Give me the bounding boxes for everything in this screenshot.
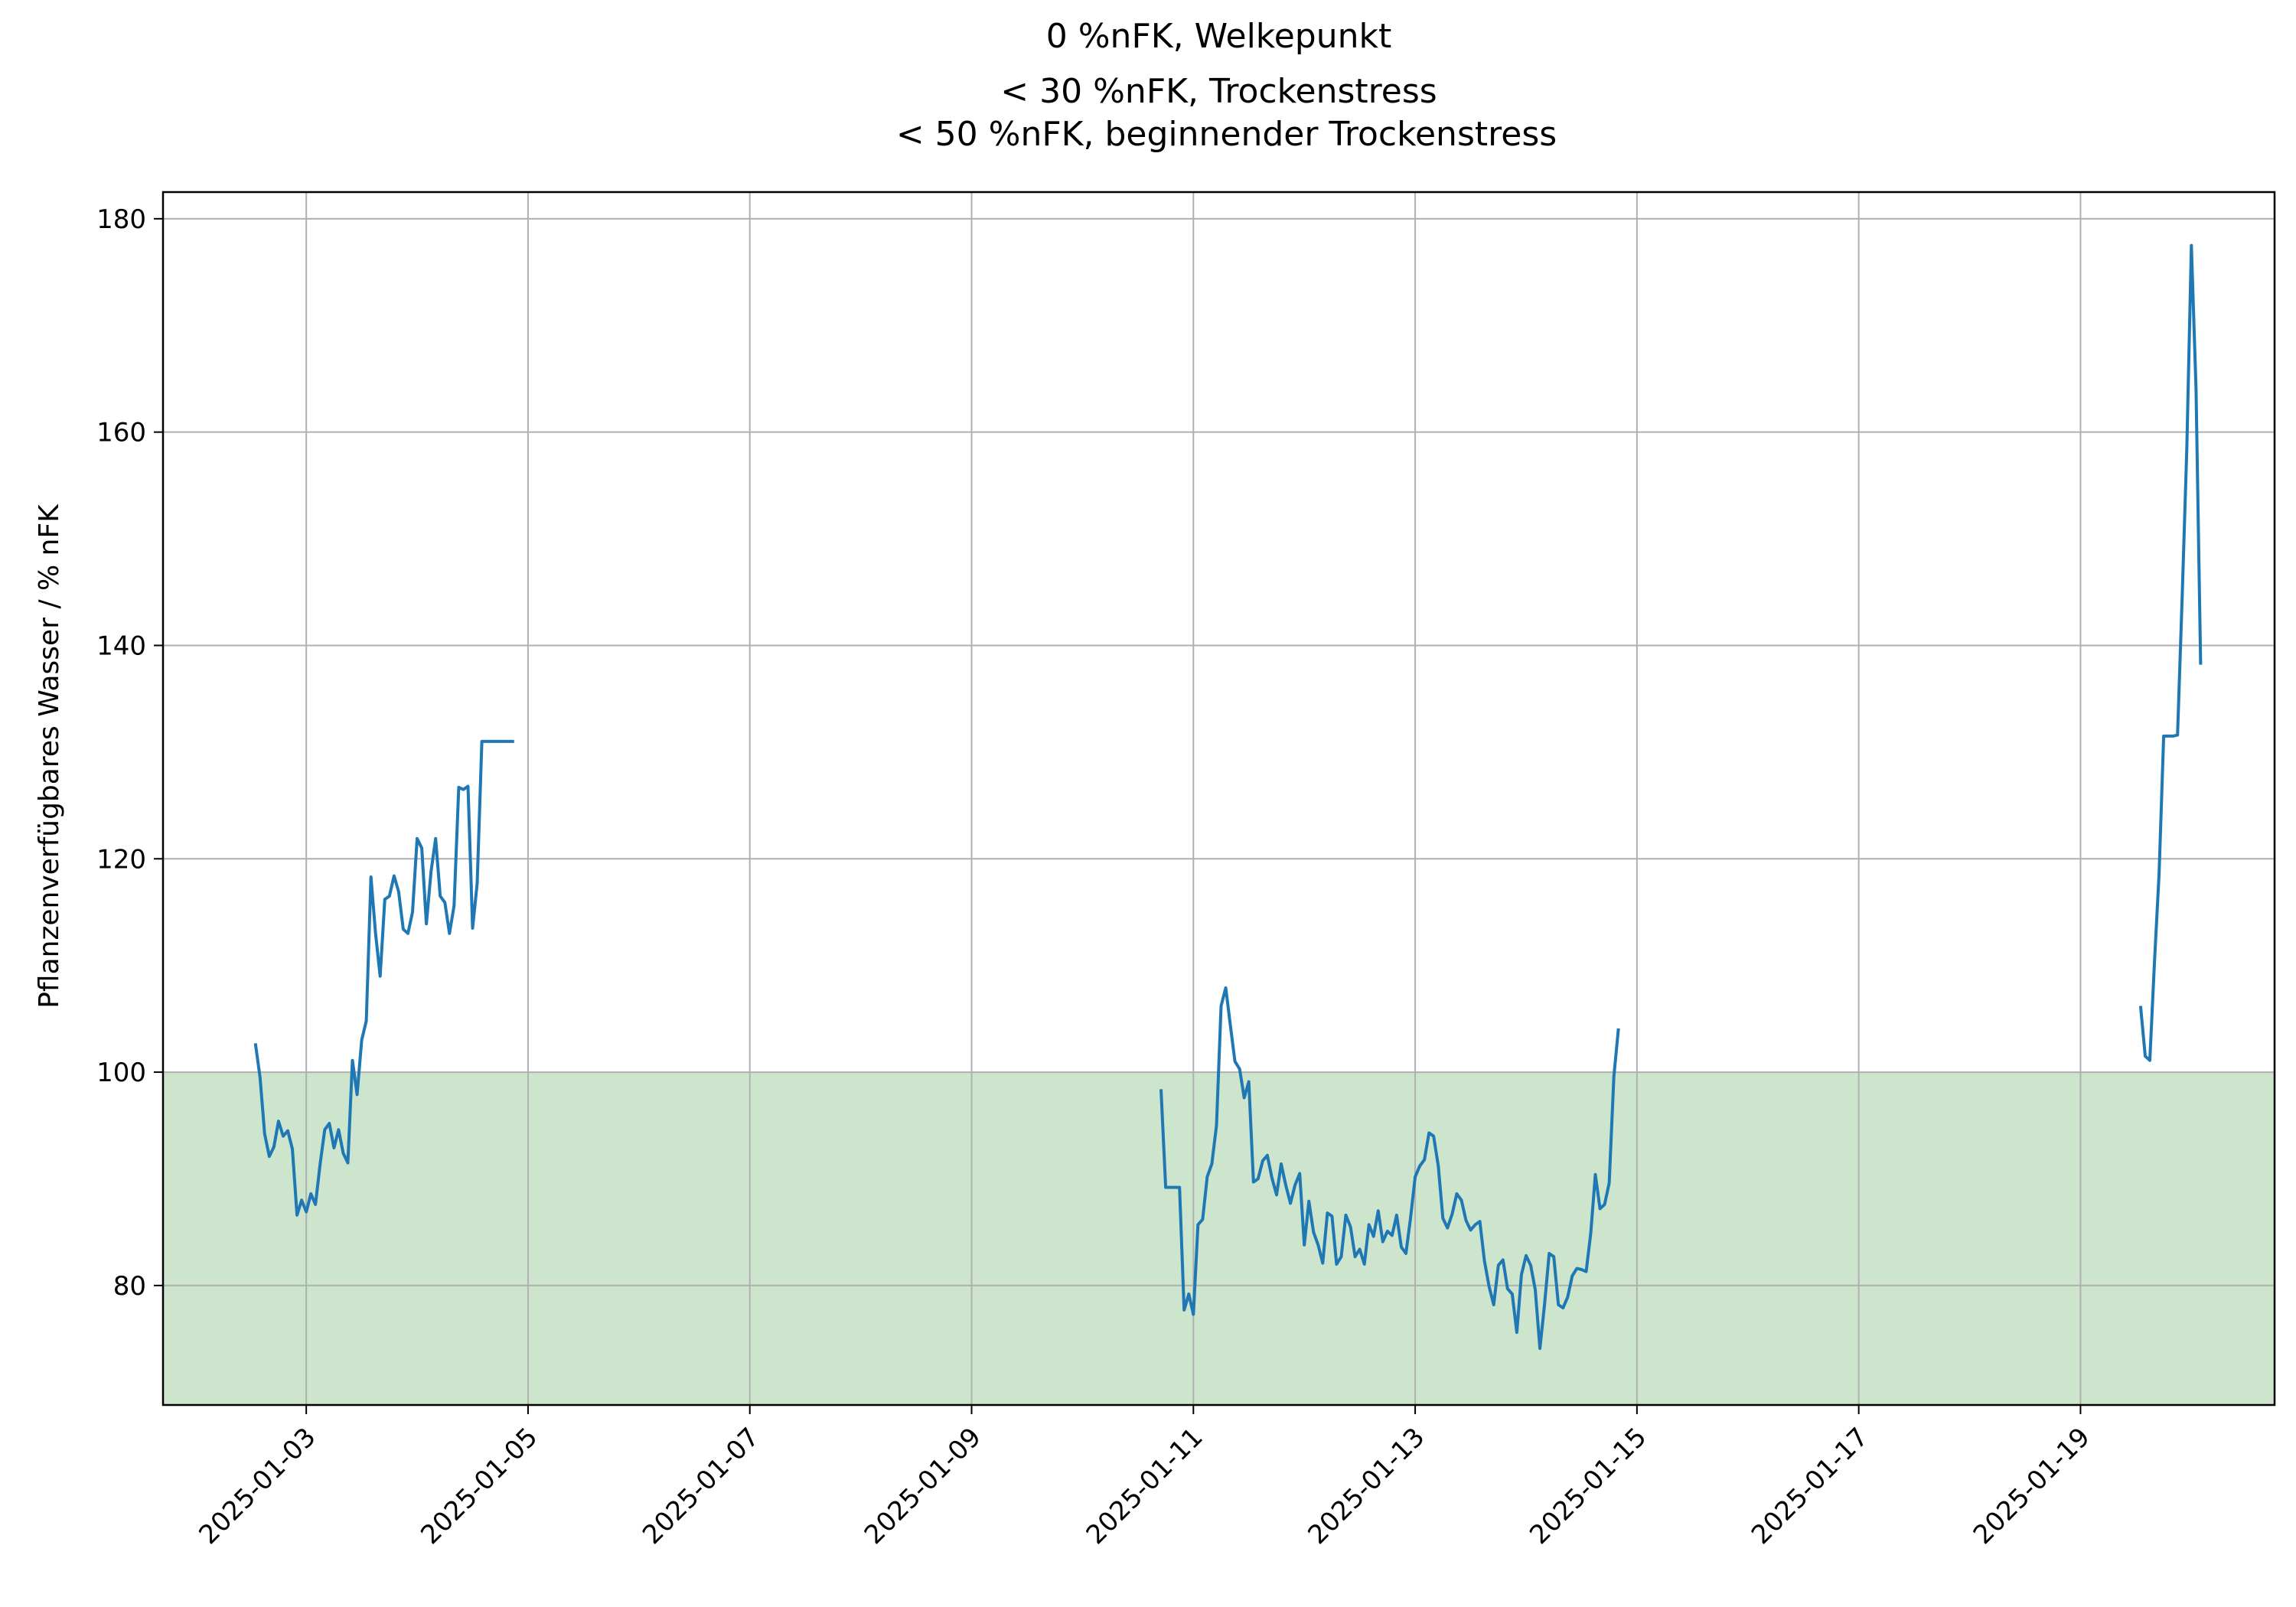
x-tick-label-6: 2025-01-15: [1524, 1422, 1652, 1550]
grid: [163, 192, 2275, 1405]
plot-frame: [161, 191, 2276, 1407]
chart-title: 0 %nFK, Welkepunkt < 30 %nFK, Trockenstr…: [896, 17, 1557, 154]
chart-title-line-3: < 50 %nFK, beginnender Trockenstress: [896, 115, 1557, 154]
y-tick-label-4: 160: [96, 418, 146, 448]
y-tick-label-5: 180: [96, 204, 146, 235]
chart-title-line-1: 0 %nFK, Welkepunkt: [1046, 17, 1391, 56]
y-tick-label-2: 120: [96, 844, 146, 875]
chart-title-line-2: < 30 %nFK, Trockenstress: [1000, 72, 1437, 111]
y-tick-label-1: 100: [96, 1058, 146, 1088]
x-tick-label-2: 2025-01-07: [637, 1422, 765, 1550]
threshold-band-0: [163, 1072, 2275, 1405]
x-tick-label-0: 2025-01-03: [194, 1422, 322, 1550]
x-tick-label-4: 2025-01-11: [1081, 1422, 1209, 1550]
x-tick-label-8: 2025-01-19: [1968, 1422, 2096, 1550]
series-layer: [253, 243, 2203, 1351]
series-0-segment-0: [253, 739, 514, 1217]
x-tick-label-3: 2025-01-09: [859, 1422, 987, 1550]
series-0-segment-2: [2138, 243, 2203, 1062]
threshold-bands: [163, 1072, 2275, 1405]
y-tick-label-0: 80: [113, 1271, 146, 1302]
x-tick-label-5: 2025-01-13: [1302, 1422, 1430, 1550]
series-0-segment-1: [1159, 986, 1620, 1351]
y-tick-label-3: 140: [96, 631, 146, 661]
x-tick-label-1: 2025-01-05: [415, 1422, 543, 1550]
y-axis-label: Pflanzenverfügbares Wasser / % nFK: [34, 504, 65, 1009]
x-tick-label-7: 2025-01-17: [1746, 1422, 1874, 1550]
